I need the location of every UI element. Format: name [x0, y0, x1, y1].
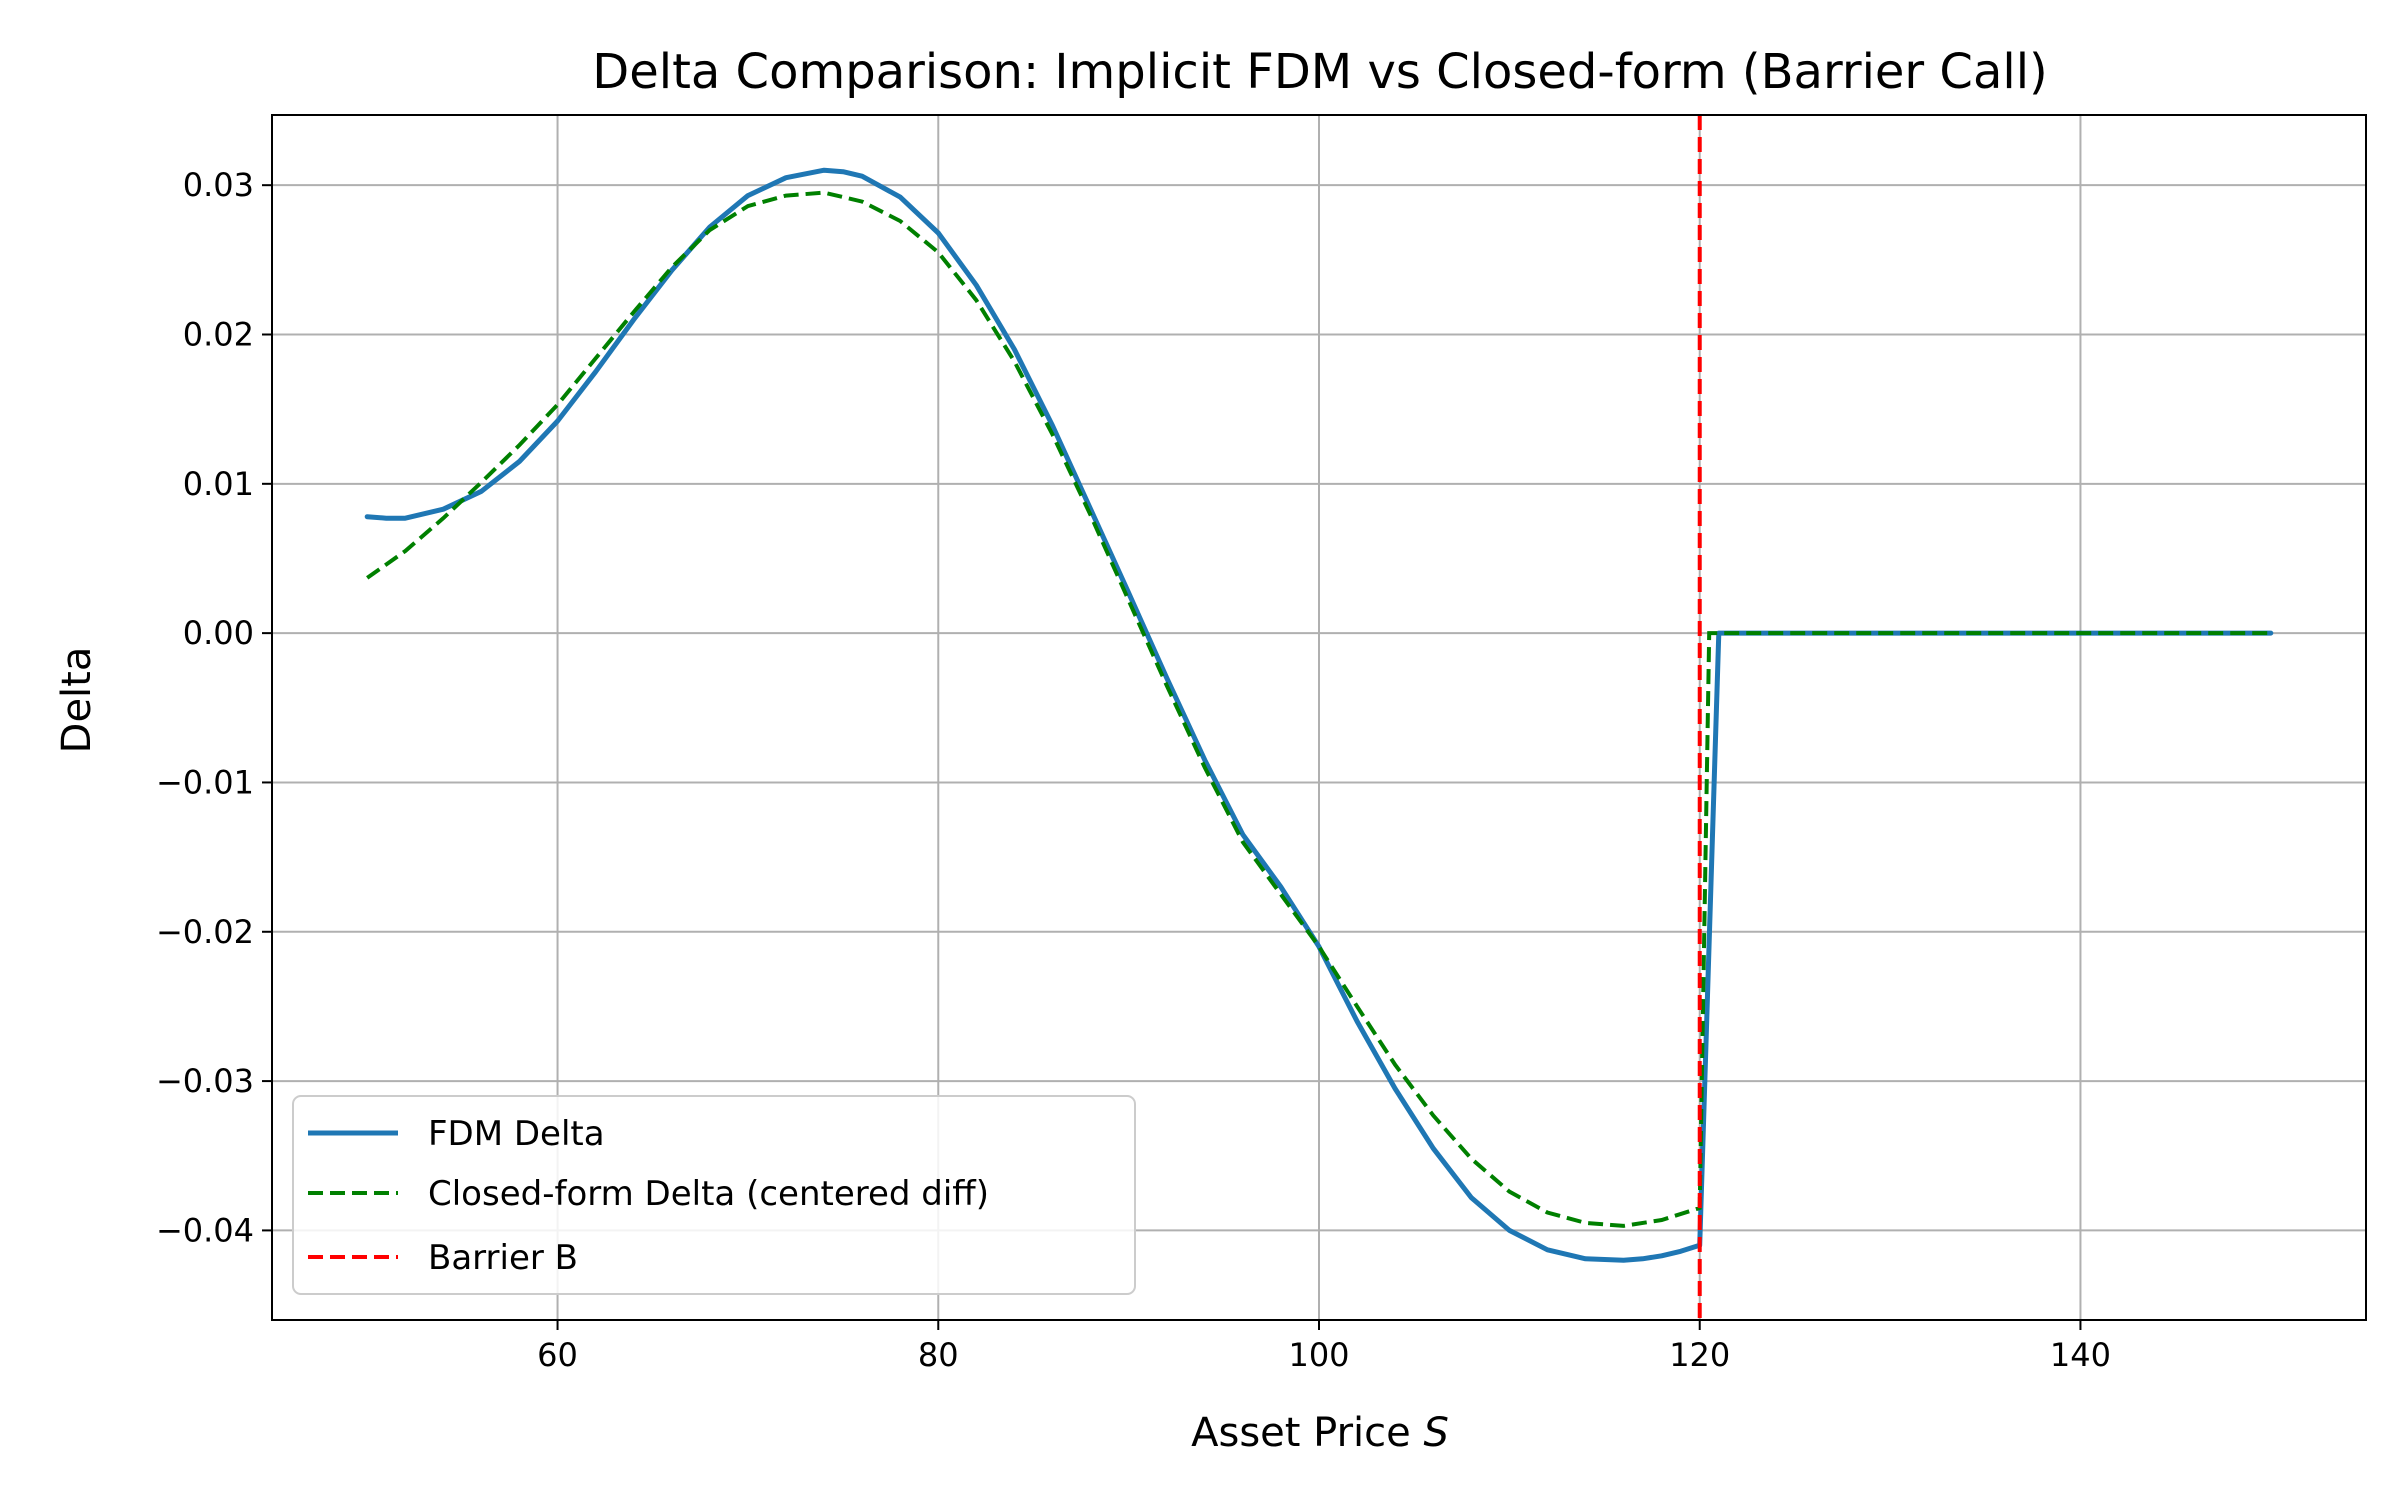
x-axis-variable: S: [1423, 1410, 1448, 1456]
y-tick-label: −0.01: [156, 763, 254, 801]
plot-area: [364, 115, 2274, 1320]
y-tick-label: −0.02: [156, 913, 254, 951]
series-line-fdm-delta: [364, 167, 2274, 1263]
x-tick-label: 140: [2050, 1336, 2111, 1374]
x-tick-label: 100: [1288, 1336, 1349, 1374]
x-tick-label: 80: [918, 1336, 959, 1374]
y-tick-label: 0.03: [183, 166, 254, 204]
series-line-closed-form-delta: [366, 190, 2271, 1228]
y-axis-title: Delta: [54, 647, 100, 754]
y-tick-label: −0.03: [156, 1062, 254, 1100]
legend-label-closed-form-delta: Closed-form Delta (centered diff): [428, 1174, 989, 1214]
legend: FDM Delta Closed-form Delta (centered di…: [292, 1095, 1136, 1295]
legend-label-barrier: Barrier B: [428, 1238, 578, 1278]
x-tick-label: 60: [537, 1336, 578, 1374]
chart-title: Delta Comparison: Implicit FDM vs Closed…: [592, 44, 2048, 100]
y-tick-label: 0.00: [183, 614, 254, 652]
ticks: 60 80 100 120 140 0.03 0.02 0.01 0.00 −0.01 −0.02 −…: [156, 166, 2111, 1374]
legend-label-fdm-delta: FDM Delta: [428, 1114, 605, 1154]
legend-box: [292, 1095, 1136, 1295]
y-tick-label: 0.02: [183, 315, 254, 353]
y-tick-label: 0.01: [183, 465, 254, 503]
y-tick-label: −0.04: [156, 1211, 254, 1249]
grid: [272, 115, 2366, 1320]
x-axis-title: Asset Price S: [1191, 1410, 1449, 1456]
x-tick-label: 120: [1669, 1336, 1730, 1374]
x-axis-label: Asset Price: [1191, 1410, 1411, 1456]
